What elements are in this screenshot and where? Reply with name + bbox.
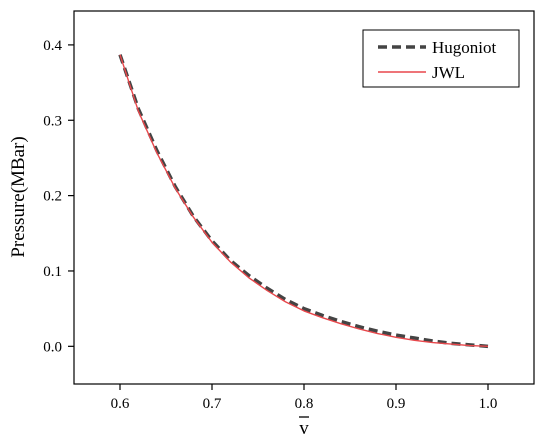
x-tick-label: 0.9 [387, 396, 406, 412]
series-layer [118, 54, 489, 349]
x-tick-label: 1.0 [479, 396, 498, 412]
y-tick-label: 0.1 [43, 264, 62, 280]
y-tick-label: 0.4 [43, 38, 62, 54]
series-line-jwl [119, 54, 489, 348]
legend-label-jwl: JWL [432, 63, 465, 82]
y-tick-label: 0.2 [43, 189, 62, 205]
legend-box [362, 29, 520, 88]
legend: Hugoniot JWL [362, 29, 520, 88]
x-tick-label: 0.6 [111, 396, 130, 412]
y-tick-label: 0.3 [43, 113, 62, 129]
y-tick-label: 0.0 [43, 339, 62, 355]
x-tick-label: 0.8 [295, 396, 314, 412]
x-axis-title: v [299, 418, 309, 439]
plot-area: 0.6 0.7 0.8 0.9 1.0 0.0 0.1 0.2 0.3 0.4 [43, 10, 535, 412]
x-axis-title-group: v [299, 416, 309, 439]
x-tick-label: 0.7 [203, 396, 222, 412]
y-axis-title: Pressure(MBar) [8, 136, 29, 257]
series-line-hugoniot [118, 54, 489, 349]
ticks-layer: 0.6 0.7 0.8 0.9 1.0 0.0 0.1 0.2 0.3 0.4 [43, 38, 497, 412]
legend-label-hugoniot: Hugoniot [432, 38, 497, 57]
